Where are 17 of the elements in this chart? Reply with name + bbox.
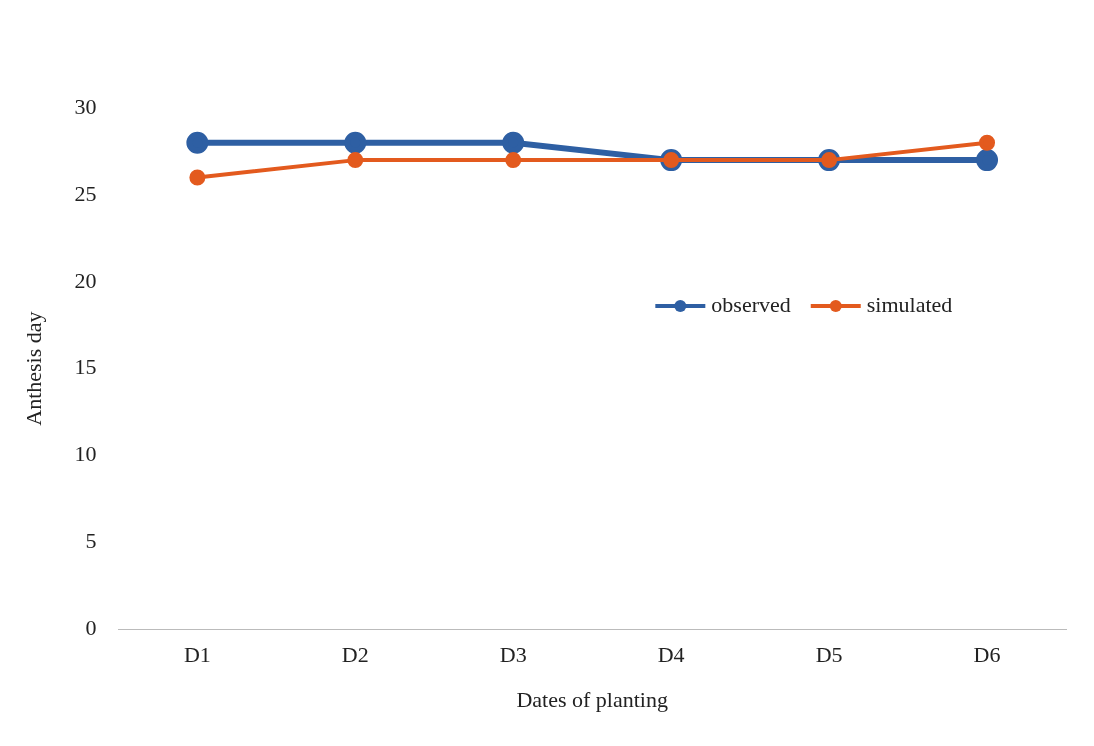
x-tick-label: D4 [657,642,685,668]
x-tick-label: D5 [815,642,843,668]
y-tick-label: 10 [74,441,97,467]
y-axis-title: Anthesis day [20,311,46,426]
x-tick-label: D1 [183,642,211,668]
x-tick-label: D6 [973,642,1001,668]
y-tick-label: 25 [74,180,97,206]
legend-label: observed [711,291,791,317]
legend-label: simulated [866,291,953,317]
y-tick-label: 20 [74,267,97,293]
y-tick-label: 0 [85,614,97,640]
x-tick-label: D2 [341,642,369,668]
x-axis-title: Dates of planting [516,686,668,712]
y-tick-label: 30 [74,93,97,119]
y-tick-label: 15 [74,354,97,380]
y-tick-label: 5 [85,528,97,554]
x-tick-label: D3 [499,642,527,668]
